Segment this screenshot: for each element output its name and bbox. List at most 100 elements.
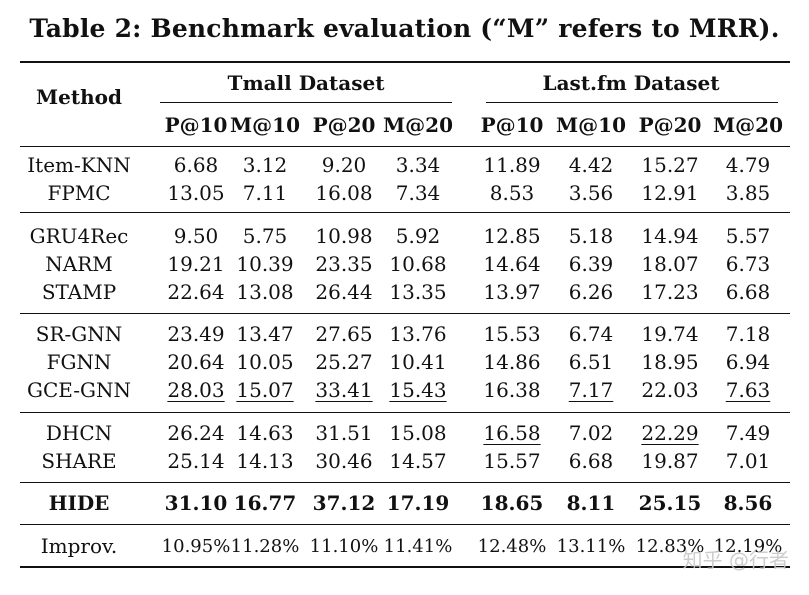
table-cell: 15.53 — [483, 322, 541, 346]
table-cell: 6.68 — [173, 153, 219, 177]
method-name: FPMC — [47, 181, 111, 205]
metric-header: M@10 — [230, 113, 300, 137]
table-cell: 10.98 — [315, 224, 373, 248]
table-cell: 12.48% — [477, 536, 547, 557]
table-cell: 7.34 — [395, 181, 441, 205]
table-cell: 28.03 — [167, 378, 225, 402]
table-cell: 3.85 — [725, 181, 771, 205]
table-cell: 6.51 — [568, 350, 614, 374]
table-cell: 7.63 — [725, 378, 771, 402]
table-cell: 11.41% — [383, 536, 453, 557]
table-rule — [20, 524, 790, 525]
table-cell: 11.89 — [483, 153, 541, 177]
table-cell: 4.79 — [725, 153, 771, 177]
table-cell: 6.39 — [568, 252, 614, 276]
table-cell: 14.13 — [236, 449, 294, 473]
table-cell: 7.49 — [725, 421, 771, 445]
method-name: STAMP — [41, 280, 117, 304]
table-cell: 15.08 — [389, 421, 447, 445]
table-cell: 26.24 — [167, 421, 225, 445]
table-cell: 6.26 — [568, 280, 614, 304]
table-cell: 18.95 — [641, 350, 699, 374]
table-cell: 5.75 — [242, 224, 288, 248]
table-cell: 19.87 — [641, 449, 699, 473]
table-cell: 8.56 — [723, 491, 773, 515]
table-cell: 15.07 — [236, 378, 294, 402]
table-cell: 23.35 — [315, 252, 373, 276]
method-name: FGNN — [46, 350, 112, 374]
table-cell: 15.57 — [483, 449, 541, 473]
table-cell: 22.03 — [641, 378, 699, 402]
table-cell: 16.77 — [233, 491, 297, 515]
table-cell: 13.08 — [236, 280, 294, 304]
table-rule — [20, 212, 790, 213]
table-rule — [20, 61, 790, 63]
table-cell: 14.86 — [483, 350, 541, 374]
table-cell: 16.58 — [483, 421, 541, 445]
table-cell: 13.11% — [556, 536, 626, 557]
metric-header: M@20 — [383, 113, 453, 137]
table-caption: Table 2: Benchmark evaluation (“M” refer… — [29, 14, 780, 43]
table-cell: 18.07 — [641, 252, 699, 276]
table-cell: 9.50 — [173, 224, 219, 248]
method-name: GCE-GNN — [27, 378, 131, 402]
table-cell: 10.68 — [389, 252, 447, 276]
table-cell: 22.64 — [167, 280, 225, 304]
table-cell: 8.11 — [566, 491, 616, 515]
table-cell: 9.20 — [321, 153, 367, 177]
table-cell: 8.53 — [489, 181, 535, 205]
method-name: NARM — [45, 252, 113, 276]
method-name: DHCN — [45, 421, 113, 445]
metric-header: P@20 — [312, 113, 376, 137]
table-cell: 4.42 — [568, 153, 614, 177]
table-cell: 23.49 — [167, 322, 225, 346]
table-cell: 15.43 — [389, 378, 447, 402]
table-rule — [20, 566, 790, 568]
table-cell: 30.46 — [315, 449, 373, 473]
table-cell: 7.11 — [242, 181, 288, 205]
table-cell: 17.23 — [641, 280, 699, 304]
table-cell: 15.27 — [641, 153, 699, 177]
table-cell: 25.15 — [638, 491, 702, 515]
table-cell: 19.21 — [167, 252, 225, 276]
table-cell: 33.41 — [315, 378, 373, 402]
table-cell: 7.01 — [725, 449, 771, 473]
table-cell: 10.39 — [236, 252, 294, 276]
table-cell: 13.35 — [389, 280, 447, 304]
table-cell: 7.18 — [725, 322, 771, 346]
method-header: Method — [36, 85, 122, 109]
table-rule — [20, 482, 790, 483]
table-cell: 5.18 — [568, 224, 614, 248]
table-cell: 7.17 — [568, 378, 614, 402]
table-cell: 37.12 — [312, 491, 376, 515]
table-cell: 12.85 — [483, 224, 541, 248]
metric-header: M@20 — [713, 113, 783, 137]
table-cell: 3.12 — [242, 153, 288, 177]
table-cell: 25.27 — [315, 350, 373, 374]
table-cell: 3.56 — [568, 181, 614, 205]
table-cell: 6.94 — [725, 350, 771, 374]
table-cell: 31.10 — [164, 491, 228, 515]
table-cell: 6.68 — [725, 280, 771, 304]
table-cell: 10.05 — [236, 350, 294, 374]
table-cell: 10.41 — [389, 350, 447, 374]
table-cell: 14.63 — [236, 421, 294, 445]
metric-header: M@10 — [556, 113, 626, 137]
table-cell: 3.34 — [395, 153, 441, 177]
table-cell: 13.47 — [236, 322, 294, 346]
table-cell: 18.65 — [480, 491, 544, 515]
table-cell: 6.73 — [725, 252, 771, 276]
metric-header: P@10 — [480, 113, 544, 137]
method-name: HIDE — [48, 491, 110, 515]
method-name: GRU4Rec — [29, 224, 129, 248]
table-cell: 17.19 — [386, 491, 450, 515]
group-header-tmall: Tmall Dataset — [227, 71, 385, 95]
watermark: 知乎 @行者 — [682, 548, 789, 572]
method-name: Item-KNN — [27, 153, 131, 177]
table-cell: 11.28% — [230, 536, 300, 557]
table-cell: 12.91 — [641, 181, 699, 205]
group-underline — [160, 102, 452, 103]
table-cell: 6.74 — [568, 322, 614, 346]
table-cell: 20.64 — [167, 350, 225, 374]
table-cell: 25.14 — [167, 449, 225, 473]
